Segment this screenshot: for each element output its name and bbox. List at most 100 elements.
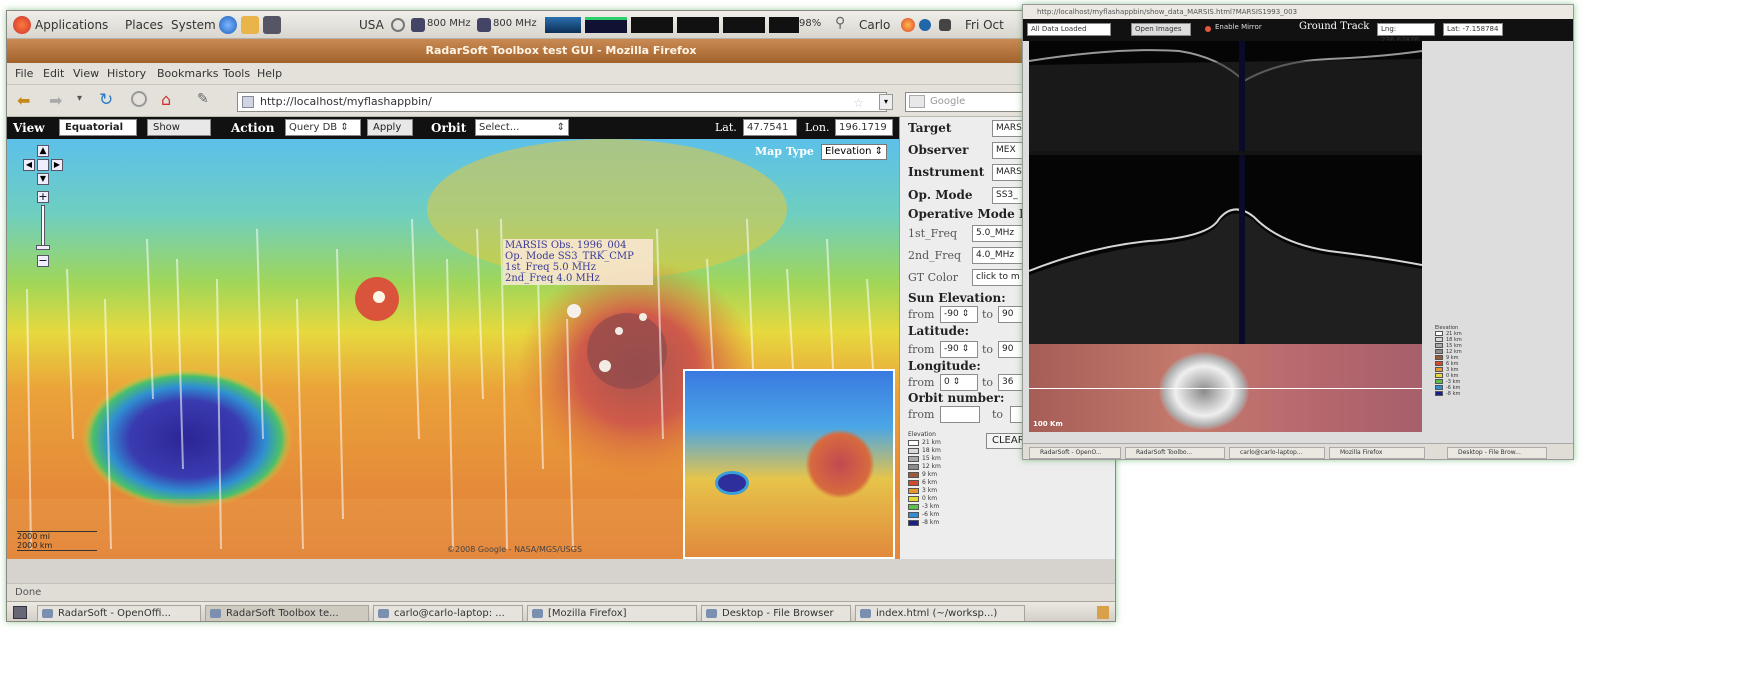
menu-places[interactable]: Places <box>125 18 164 32</box>
user-name[interactable]: Carlo <box>859 18 891 32</box>
menu-bookmarks[interactable]: Bookmarks <box>157 67 219 80</box>
zoom-slider-track[interactable] <box>41 205 45 247</box>
disk-monitor-graph <box>769 17 799 33</box>
action-select[interactable]: Query DB ⇕ <box>285 119 361 136</box>
overview-map[interactable] <box>683 369 895 559</box>
task-file-browser[interactable]: Desktop - File Browser <box>701 605 851 621</box>
battery-status[interactable]: 98% <box>799 18 822 29</box>
url-text[interactable]: http://localhost/myflashappbin/ <box>260 95 432 108</box>
lat-field[interactable]: 47.7541 <box>743 119 797 136</box>
freq1-select[interactable]: 5.0_MHz <box>972 225 1026 242</box>
update-notifier-icon[interactable] <box>901 18 915 32</box>
orbit-from-field[interactable] <box>940 406 980 423</box>
lon-from-select[interactable]: 0 ⇕ <box>940 374 978 391</box>
menu-tools[interactable]: Tools <box>223 67 251 80</box>
home-icon[interactable]: ⌂ <box>161 90 172 109</box>
lat-from-select[interactable]: -90 ⇕ <box>940 341 978 358</box>
popup-task-openoffice[interactable]: RadarSoft - OpenO... <box>1029 447 1121 459</box>
freq2-select[interactable]: 4.0_MHz <box>972 247 1026 264</box>
menu-help[interactable]: Help <box>257 67 283 80</box>
menu-file[interactable]: File <box>15 67 34 80</box>
locale-indicator[interactable]: USA <box>359 18 384 32</box>
reload-icon[interactable]: ↻ <box>99 90 114 110</box>
zoom-slider-handle[interactable] <box>36 245 50 250</box>
menu-applications[interactable]: Applications <box>35 18 109 32</box>
pan-right-icon[interactable]: ▶ <box>51 159 63 171</box>
map-scale: 2000 mi 2000 km <box>17 531 97 551</box>
stop-icon[interactable] <box>131 91 147 107</box>
menu-view[interactable]: View <box>73 67 100 80</box>
menu-system[interactable]: System <box>171 18 216 32</box>
menu-edit[interactable]: Edit <box>43 67 65 80</box>
action-value[interactable]: Query DB <box>289 122 338 133</box>
forward-icon[interactable]: ➡ <box>49 91 63 110</box>
pan-down-icon[interactable]: ▼ <box>37 173 49 185</box>
freq1-label: 1st_Freq <box>908 227 958 240</box>
pan-left-icon[interactable]: ◀ <box>23 159 35 171</box>
menu-history[interactable]: History <box>107 67 147 80</box>
url-dropdown-button[interactable]: ▾ <box>879 94 893 110</box>
mail-launcher-icon[interactable] <box>241 16 259 34</box>
lon-field[interactable]: 196.1719 <box>835 119 893 136</box>
network-icon[interactable] <box>919 19 931 31</box>
popup-url[interactable]: http://localhost/myflashappbin/show_data… <box>1023 5 1573 19</box>
browser-status-bar: Done <box>7 583 1115 601</box>
orbit-value[interactable]: Select... <box>479 122 520 133</box>
radargram-graphic[interactable] <box>1029 41 1422 344</box>
orbit-select[interactable]: Select... ⇕ <box>475 119 569 136</box>
star-icon[interactable]: ☆ <box>853 96 864 110</box>
popup-task-firefox[interactable]: Mozilla Firefox <box>1329 447 1425 459</box>
history-dropdown-icon[interactable]: ▾ <box>77 93 83 104</box>
enable-mirror-checkbox[interactable] <box>1205 26 1211 32</box>
sun-from-value[interactable]: -90 <box>944 309 959 319</box>
url-bar[interactable]: http://localhost/myflashappbin/ ☆ <box>237 92 887 112</box>
popup-task-terminal[interactable]: carlo@carlo-laptop... <box>1229 447 1325 459</box>
pan-up-icon[interactable]: ▲ <box>37 145 49 157</box>
enable-mirror-label[interactable]: Enable Mirror <box>1215 23 1262 31</box>
sun-from-select[interactable]: -90 ⇕ <box>940 306 978 323</box>
bookmark-icon[interactable]: ✎ <box>197 91 209 107</box>
zoom-in-icon[interactable]: + <box>37 190 49 203</box>
lat-from-value[interactable]: -90 <box>944 344 959 354</box>
ground-track-map[interactable]: 100 Km <box>1029 344 1422 432</box>
clock[interactable]: Fri Oct <box>965 18 1004 32</box>
search-engine-icon[interactable] <box>909 95 925 108</box>
task-mozilla-firefox[interactable]: [Mozilla Firefox] <box>527 605 697 621</box>
legend-label: 15 km <box>922 455 941 462</box>
open-images-button[interactable]: Open Images <box>1131 23 1191 36</box>
applications-icon[interactable] <box>13 16 31 34</box>
legend-swatch <box>1435 385 1443 390</box>
popup-task-file-browser[interactable]: Desktop - File Brow... <box>1447 447 1547 459</box>
freq2-label: 2nd_Freq <box>908 249 962 262</box>
back-icon[interactable]: ⬅ <box>17 91 31 110</box>
show-desktop-icon[interactable] <box>13 606 27 619</box>
window-title[interactable]: RadarSoft Toolbox test GUI - Mozilla Fir… <box>7 39 1115 63</box>
pan-center-icon[interactable] <box>37 159 49 171</box>
lat-to-select[interactable]: 90 <box>998 341 1028 358</box>
view-select[interactable]: Equatorial <box>59 119 137 136</box>
gt-color-picker[interactable]: click to m <box>972 269 1026 286</box>
legend-label: -3 km <box>1446 379 1461 385</box>
search-placeholder[interactable]: Google <box>930 96 966 107</box>
map-type-select[interactable]: Elevation ⇕ <box>821 144 888 160</box>
site-identity-icon[interactable] <box>242 96 254 108</box>
popup-task-radarsoft[interactable]: RadarSoft Toolbo... <box>1125 447 1225 459</box>
view-label: View <box>13 121 45 135</box>
lon-from-value[interactable]: 0 <box>944 377 950 387</box>
radargram-view[interactable] <box>1029 41 1422 344</box>
firefox-launcher-icon[interactable] <box>219 16 237 34</box>
zoom-out-icon[interactable]: − <box>37 254 49 267</box>
terminal-launcher-icon[interactable] <box>263 16 281 34</box>
mars-elevation-map[interactable]: ▲ ◀ ▶ ▼ + − Map Type Elevation ⇕ MARSIS … <box>7 139 899 559</box>
show-polar-button[interactable]: Show Polar <box>147 119 211 148</box>
apply-button[interactable]: Apply <box>367 119 413 136</box>
task-terminal[interactable]: carlo@carlo-laptop: ... <box>373 605 523 621</box>
task-openoffice[interactable]: RadarSoft - OpenOffi... <box>37 605 201 621</box>
trash-icon[interactable] <box>1097 606 1109 619</box>
lon-to-select[interactable]: 36 <box>998 374 1028 391</box>
task-radarsoft-firefox[interactable]: RadarSoft Toolbox te... <box>205 605 369 621</box>
task-editor[interactable]: index.html (~/worksp...) <box>855 605 1025 621</box>
map-type-value[interactable]: Elevation <box>825 146 872 157</box>
volume-icon[interactable] <box>939 19 951 31</box>
legend-swatch <box>908 455 919 462</box>
